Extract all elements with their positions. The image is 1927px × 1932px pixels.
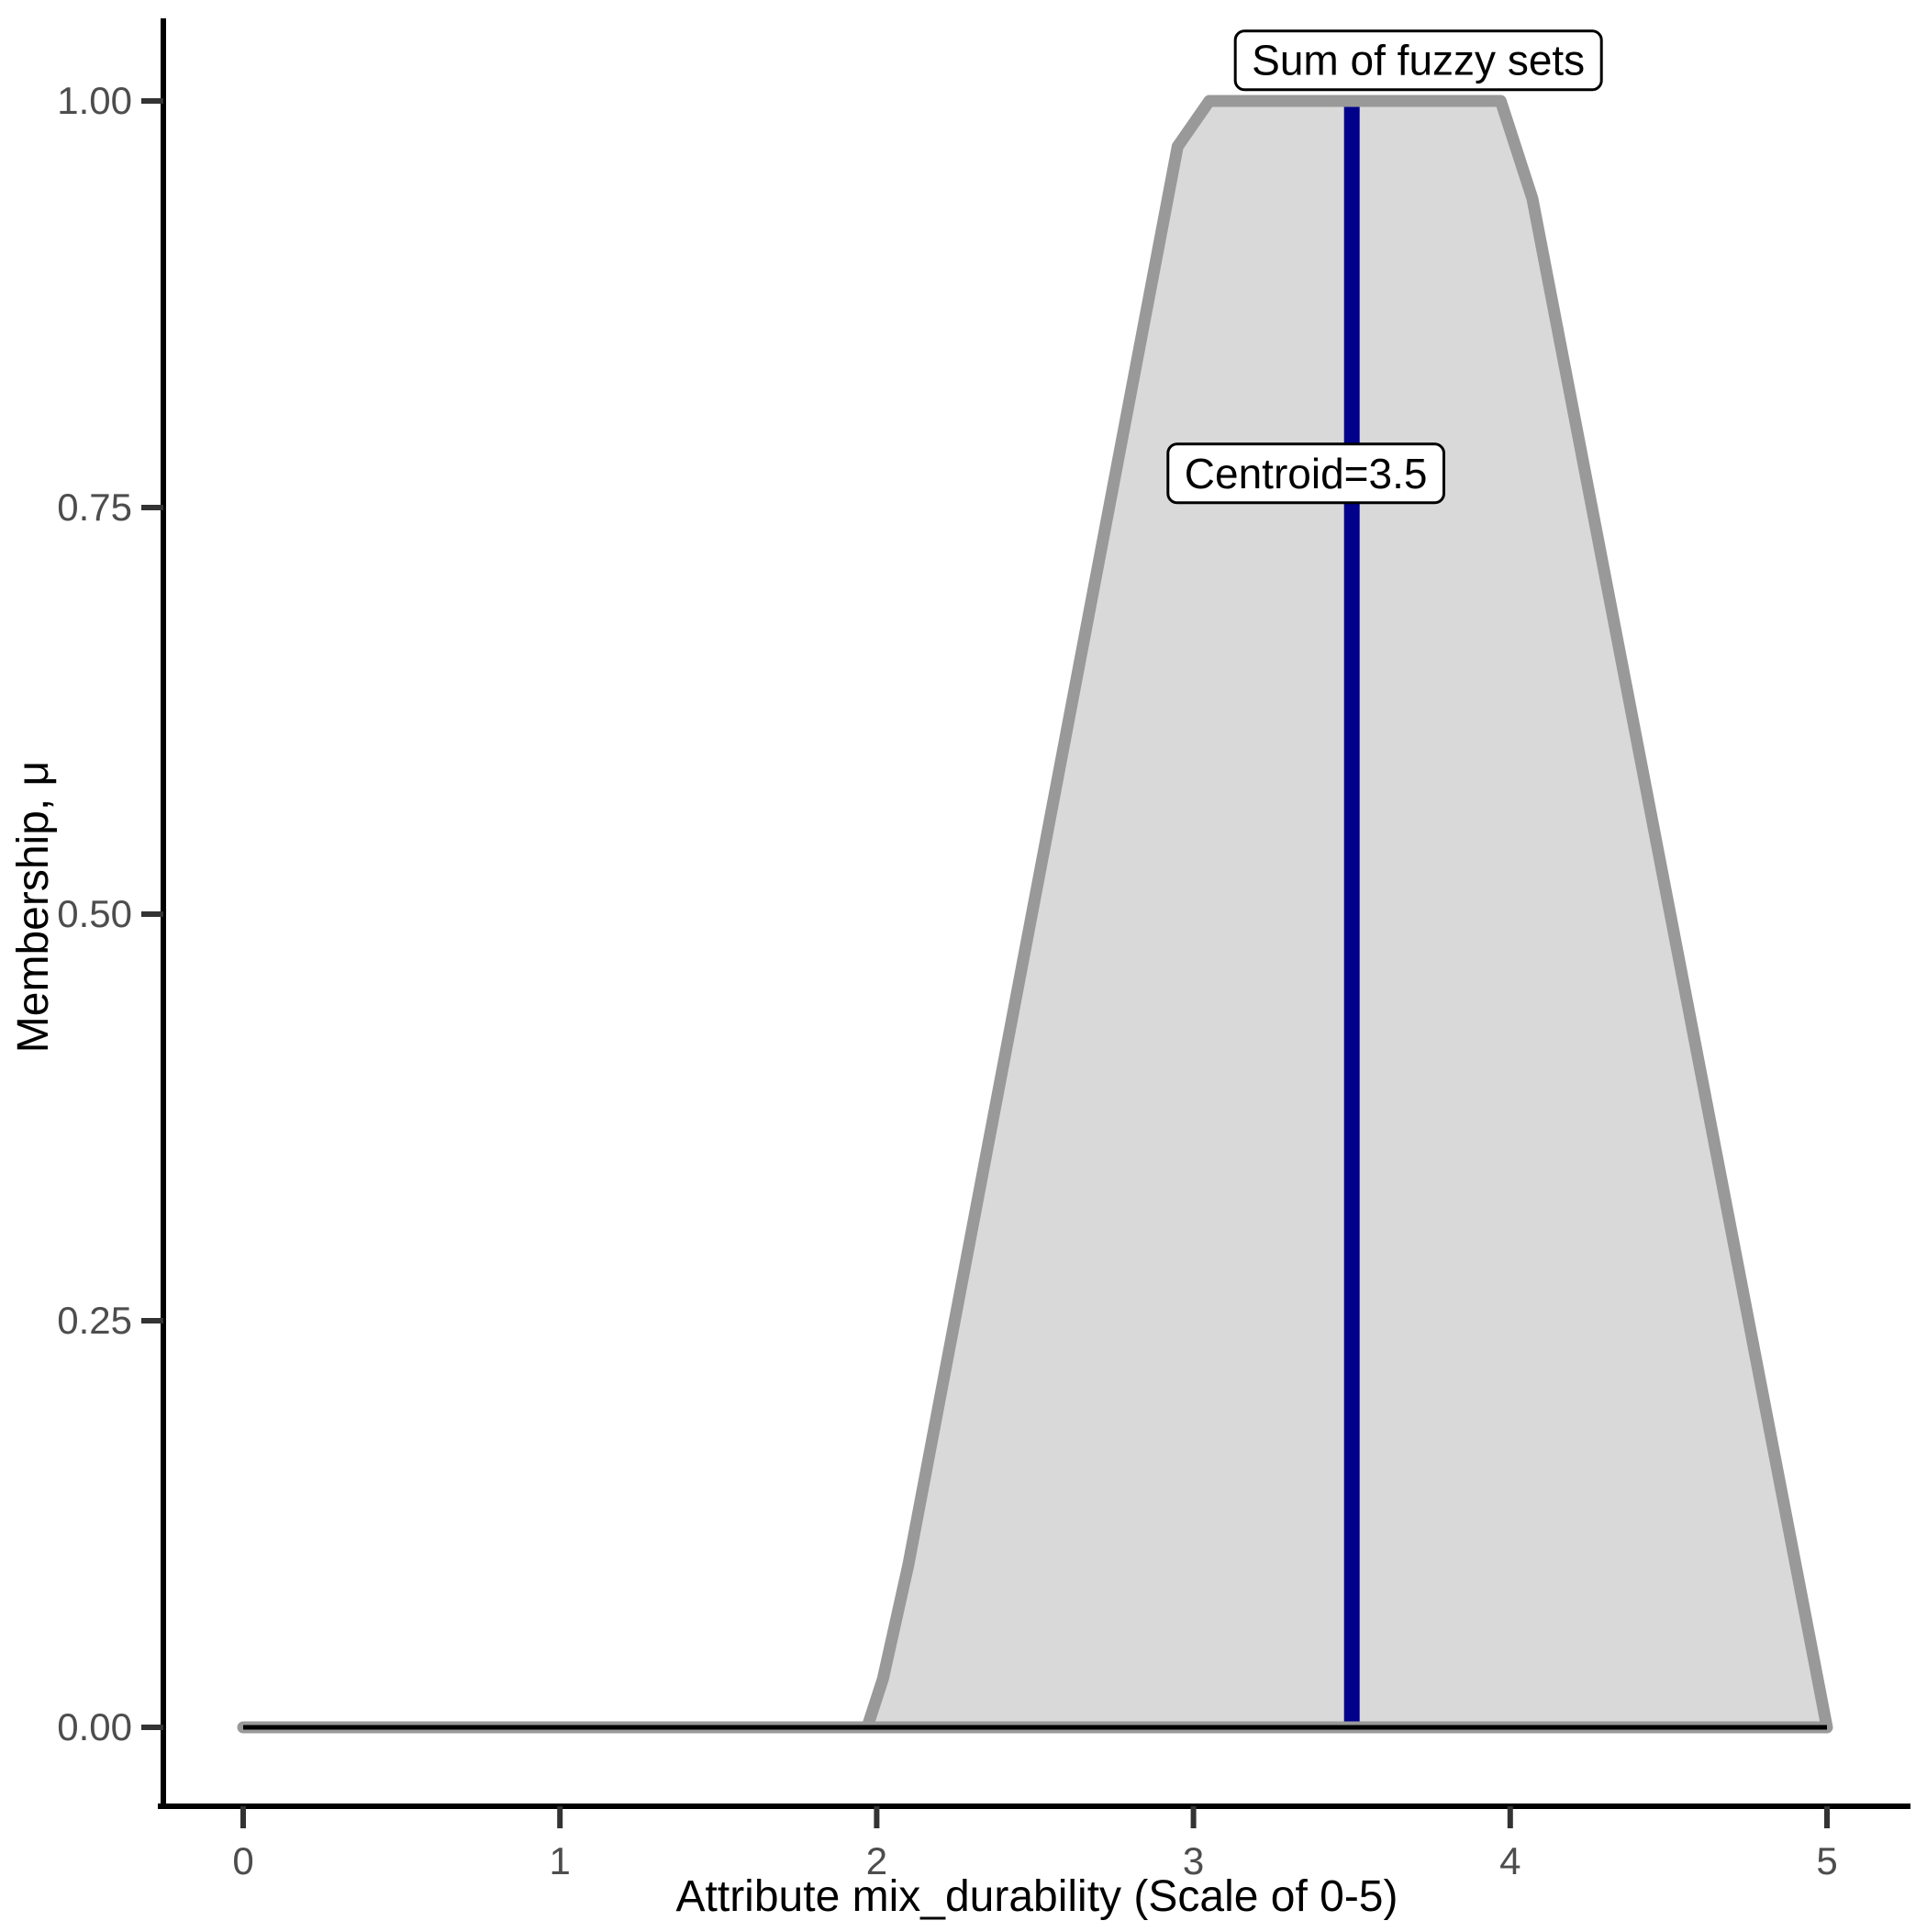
x-tick-label: 4 bbox=[1499, 1839, 1520, 1882]
y-axis-title: Membership, μ bbox=[9, 761, 58, 1053]
y-tick-label: 0.00 bbox=[57, 1705, 132, 1748]
centroid-label-box bbox=[1166, 442, 1445, 505]
x-tick-label: 2 bbox=[866, 1839, 887, 1882]
x-tick-label: 3 bbox=[1183, 1839, 1204, 1882]
axis-ticks: 0 1 2 3 4 5 0.00 0.25 0.50 0.75 1.00 bbox=[57, 79, 1837, 1882]
sum-of-fuzzy-sets-outline bbox=[237, 95, 1833, 1734]
x-tick-label: 0 bbox=[232, 1839, 253, 1882]
plot-panel: Sum of fuzzy sets Centroid=3.5 bbox=[237, 29, 1833, 1734]
sum-of-fuzzy-sets-label: Sum of fuzzy sets bbox=[1233, 29, 1603, 92]
y-tick-label: 0.50 bbox=[57, 892, 132, 935]
sum-of-fuzzy-sets-label-text: Sum of fuzzy sets bbox=[1252, 37, 1585, 84]
sum-of-fuzzy-sets-label-box bbox=[1233, 29, 1603, 92]
x-axis-title: Attribute mix_durability (Scale of 0-5) bbox=[676, 1872, 1398, 1921]
centroid-label-text: Centroid=3.5 bbox=[1185, 450, 1428, 497]
y-tick-label: 0.25 bbox=[57, 1299, 132, 1342]
x-tick-label: 5 bbox=[1816, 1839, 1837, 1882]
y-tick-label: 1.00 bbox=[57, 79, 132, 122]
x-tick-label: 1 bbox=[550, 1839, 571, 1882]
y-tick-label: 0.75 bbox=[57, 486, 132, 529]
centroid-label: Centroid=3.5 bbox=[1166, 442, 1445, 505]
